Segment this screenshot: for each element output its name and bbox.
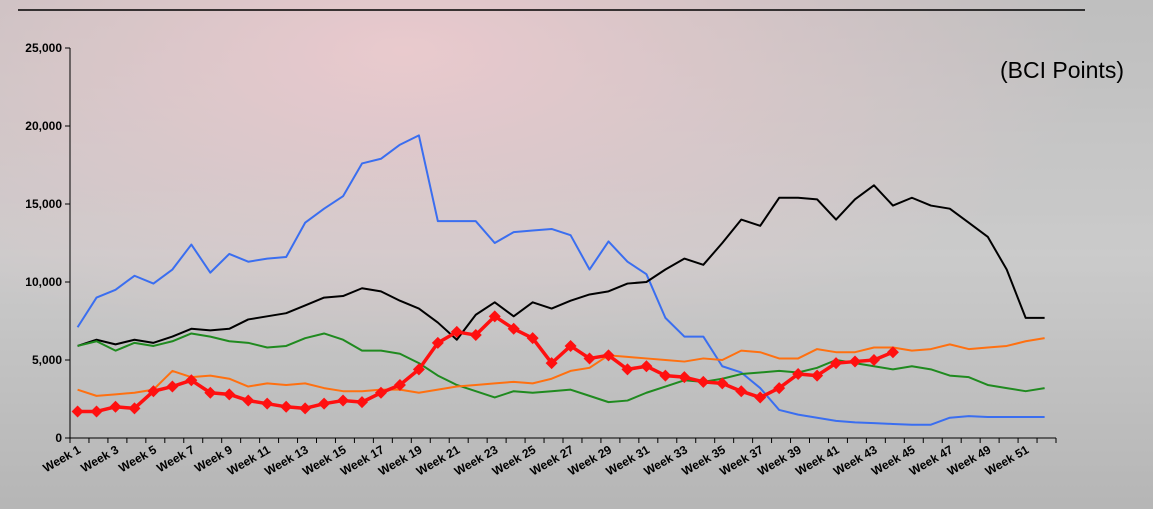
marker xyxy=(773,382,786,395)
marker xyxy=(109,400,122,413)
marker xyxy=(735,385,748,398)
marker xyxy=(374,386,387,399)
y-tick-label: 5,000 xyxy=(32,353,62,367)
marker xyxy=(412,363,425,376)
marker xyxy=(261,397,274,410)
marker xyxy=(697,375,710,388)
y-tick-label: 0 xyxy=(55,431,62,445)
series-line xyxy=(77,184,1045,347)
marker xyxy=(223,388,236,401)
marker xyxy=(659,369,672,382)
y-tick-label: 10,000 xyxy=(25,275,62,289)
marker xyxy=(318,397,331,410)
marker xyxy=(393,378,406,391)
marker xyxy=(564,339,577,352)
marker xyxy=(204,386,217,399)
marker xyxy=(583,352,596,365)
marker xyxy=(754,391,767,404)
marker xyxy=(545,357,558,370)
marker xyxy=(716,377,729,390)
marker xyxy=(849,355,862,368)
marker xyxy=(242,394,255,407)
y-tick-label: 20,000 xyxy=(25,119,62,133)
y-tick-label: 15,000 xyxy=(25,197,62,211)
marker xyxy=(128,402,141,415)
marker xyxy=(166,380,179,393)
marker xyxy=(507,322,520,335)
marker xyxy=(621,363,634,376)
marker xyxy=(299,402,312,415)
marker xyxy=(469,329,482,342)
marker xyxy=(356,396,369,409)
marker xyxy=(90,405,103,418)
series-line xyxy=(77,337,1045,397)
marker xyxy=(337,394,350,407)
marker xyxy=(185,374,198,387)
marker xyxy=(792,368,805,381)
marker xyxy=(71,405,84,418)
marker xyxy=(830,357,843,370)
marker xyxy=(526,332,539,345)
marker xyxy=(602,349,615,362)
marker xyxy=(640,360,653,373)
marker xyxy=(811,369,824,382)
marker xyxy=(886,346,899,359)
marker xyxy=(488,310,501,323)
marker xyxy=(147,385,160,398)
annotation: (BCI Points) xyxy=(1000,57,1124,83)
marker xyxy=(867,354,880,366)
y-tick-label: 25,000 xyxy=(25,41,62,55)
series-line xyxy=(77,332,1045,404)
marker xyxy=(280,400,293,413)
marker xyxy=(450,325,463,338)
marker xyxy=(431,336,444,349)
marker xyxy=(678,371,691,384)
series-line xyxy=(76,134,1045,426)
